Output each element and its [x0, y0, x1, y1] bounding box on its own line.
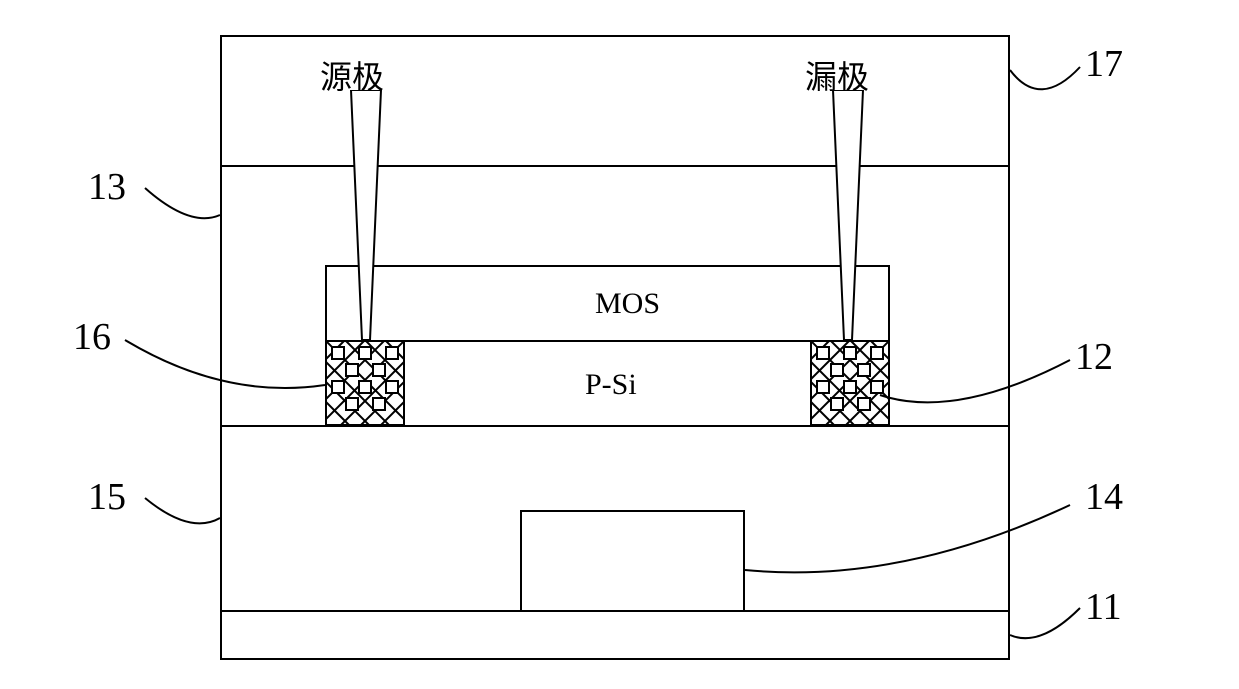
callout-16-curve — [115, 330, 330, 405]
source-terminal-icon — [348, 90, 388, 342]
callout-13-label: 13 — [88, 165, 126, 209]
callout-17-label: 17 — [1085, 42, 1123, 86]
mos-top — [325, 265, 890, 267]
callout-11-curve — [1000, 600, 1090, 655]
callout-13-curve — [135, 180, 225, 235]
source-label: 源极 — [320, 52, 384, 98]
mos-label: MOS — [595, 287, 660, 321]
box14-left — [520, 510, 522, 610]
drain-label: 漏极 — [805, 52, 869, 98]
callout-16-label: 16 — [73, 315, 111, 359]
mos-psi-line — [325, 340, 890, 342]
callout-12-label: 12 — [1075, 335, 1113, 379]
outer-bottom — [220, 658, 1010, 660]
callout-15-curve — [135, 490, 225, 545]
psi-label: P-Si — [585, 368, 637, 402]
layer-130 — [220, 165, 1010, 167]
source-contact-icon — [325, 340, 405, 426]
callout-12-curve — [875, 350, 1085, 430]
callout-15-label: 15 — [88, 475, 126, 519]
box14-top — [520, 510, 745, 512]
callout-11-label: 11 — [1085, 585, 1122, 629]
drain-terminal-icon — [830, 90, 870, 342]
layer-575 — [220, 610, 1010, 612]
outer-top — [220, 35, 1010, 37]
callout-14-label: 14 — [1085, 475, 1123, 519]
callout-17-curve — [1000, 55, 1090, 115]
callout-14-curve — [740, 490, 1090, 590]
